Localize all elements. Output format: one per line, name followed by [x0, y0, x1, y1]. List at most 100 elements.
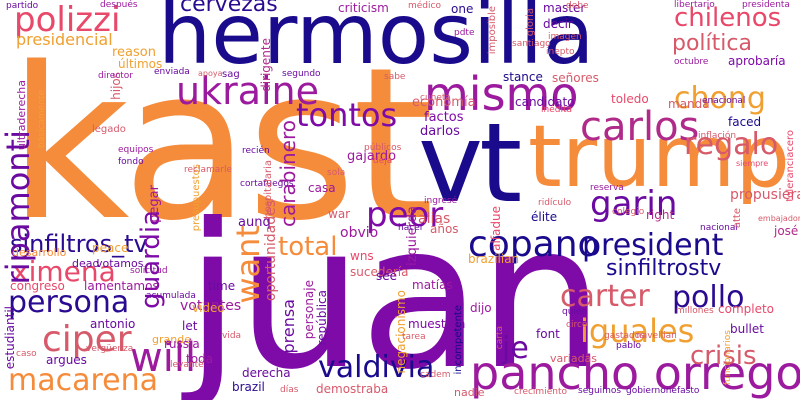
word-vida: vida	[222, 331, 242, 341]
word-grande: grande	[152, 333, 191, 346]
word-kast: kast	[8, 22, 434, 267]
word-cervezas: cervezas	[180, 0, 278, 17]
word-debe: debe	[566, 1, 589, 11]
word-font: font	[536, 327, 560, 341]
word-congreso: congreso	[10, 279, 65, 293]
word-derecha: derecha	[242, 366, 291, 380]
word-cadem: cadem	[420, 370, 451, 380]
word-iguales: iguales	[580, 312, 695, 350]
word-casa: casa	[308, 181, 336, 195]
word-matias: matías	[412, 278, 453, 292]
word-pollo: pollo	[672, 280, 745, 315]
word-imagen: imagen	[548, 32, 582, 42]
word-circo: circo	[566, 320, 588, 330]
word-want: want	[229, 225, 267, 304]
word-publicos: públicos	[364, 143, 402, 153]
word-presidencial: presidencial	[16, 30, 113, 49]
word-see: see	[376, 269, 398, 283]
word-octubre: octubre	[674, 57, 709, 67]
word-pdte: pdte	[454, 28, 475, 38]
word-pablo: pablo	[616, 341, 641, 351]
word-republica: república	[315, 290, 329, 346]
word-carter: carter	[560, 279, 650, 314]
word-prensa: prensa	[279, 299, 298, 354]
word-gajardo: gajardo	[347, 149, 397, 164]
word-master: master	[543, 1, 586, 15]
word-antonio: antonio	[90, 317, 136, 331]
word-sola: sola	[327, 168, 346, 178]
word-basicamente: básicamente	[37, 90, 47, 148]
word-siempre: siempre	[736, 159, 769, 168]
word-brazil: brazil	[232, 380, 265, 394]
word-valdivia: valdivia	[318, 350, 435, 385]
word-obvio: obvio	[340, 225, 379, 241]
word-jose: josé	[774, 224, 799, 238]
word-estudiantil: estudiantil	[3, 306, 17, 370]
word-alfadue: alfadue	[489, 206, 503, 251]
word-millones: millones	[676, 306, 714, 316]
word-wns: wns	[350, 249, 374, 263]
word-suceder: sucedería	[350, 265, 409, 279]
word-brazilian: brazilian	[468, 252, 520, 266]
word-anos: años	[430, 222, 459, 236]
word-sabe: sabe	[384, 72, 406, 82]
word-manda: manda	[668, 97, 710, 111]
word-mismo: mismo	[424, 67, 579, 121]
word-pancho-orrego: pancho orrego	[470, 346, 800, 400]
word-trump: trump	[528, 107, 790, 207]
word-candidato: candidato	[515, 95, 575, 109]
word-solicitud: solicitud	[130, 266, 168, 276]
word-total: total	[278, 232, 338, 262]
word-tontos: tontos	[296, 96, 398, 134]
word-ridiculo: ridículo	[538, 198, 572, 208]
word-hospitalaria: hospitalaria	[263, 160, 274, 219]
word-atte: atte	[732, 208, 743, 229]
word-tarea: tarea	[402, 332, 426, 342]
word-sag: sag	[222, 69, 240, 80]
word-nacional: nacional	[700, 223, 738, 233]
word-legado: legado	[92, 124, 126, 135]
word-darlos: darlos	[420, 124, 460, 139]
word-crecimiento: crecimiento	[514, 387, 567, 397]
word-macarena: macarena	[8, 363, 159, 398]
word-equipos: equipos	[118, 145, 154, 155]
word-desarrollo: desarrollo	[12, 246, 67, 259]
word-gobiernonefasto: gobiernonefasto	[626, 386, 700, 396]
word-dijo: dijo	[470, 301, 492, 315]
word-reserva: reserva	[590, 183, 624, 193]
word-gastados: gastados	[604, 331, 645, 341]
word-ximena: ximena	[12, 255, 116, 288]
word-carta: carta	[495, 326, 505, 350]
word-verguenza: vergüenza	[86, 344, 134, 354]
word-one: one	[451, 2, 474, 16]
word-alias: alias	[418, 211, 451, 227]
word-personaje: personaje	[302, 280, 316, 340]
word-apoya: apoya	[198, 69, 223, 78]
word-criticism: criticism	[338, 1, 389, 15]
word-persona: persona	[8, 285, 130, 320]
word-santiago: santiago	[512, 39, 551, 49]
word-decir: decir	[543, 17, 573, 31]
word-variadas: variadas	[550, 352, 598, 365]
word-will: will	[130, 335, 197, 381]
word-politica: política	[672, 31, 752, 56]
word-completo: completo	[718, 302, 775, 316]
word-propusiera: propusiera	[730, 187, 800, 203]
word-dead: dead	[72, 257, 100, 270]
word-president: president	[582, 228, 724, 263]
word-right: right	[646, 208, 675, 222]
word-cortafuegos: cortafuegos	[240, 179, 294, 189]
word-demostraba: demostraba	[316, 382, 389, 396]
word-inedita: inédita	[541, 105, 572, 115]
word-ukraine: ukraine	[176, 69, 320, 113]
word-dirigente: dirigente	[259, 38, 273, 92]
word-fondo: fondo	[118, 157, 144, 167]
word-inflacion: inflación	[698, 131, 737, 141]
word-acumulada: acumulada	[146, 291, 196, 301]
word-inepto: inepto	[546, 47, 575, 57]
word-ingrese: ingresé	[424, 196, 458, 206]
word-quien: quién	[562, 307, 588, 317]
word-toleranciacero: toleranciacero	[785, 130, 796, 202]
word-medico: médico	[408, 1, 441, 11]
word-imposible: imposible	[487, 6, 498, 55]
